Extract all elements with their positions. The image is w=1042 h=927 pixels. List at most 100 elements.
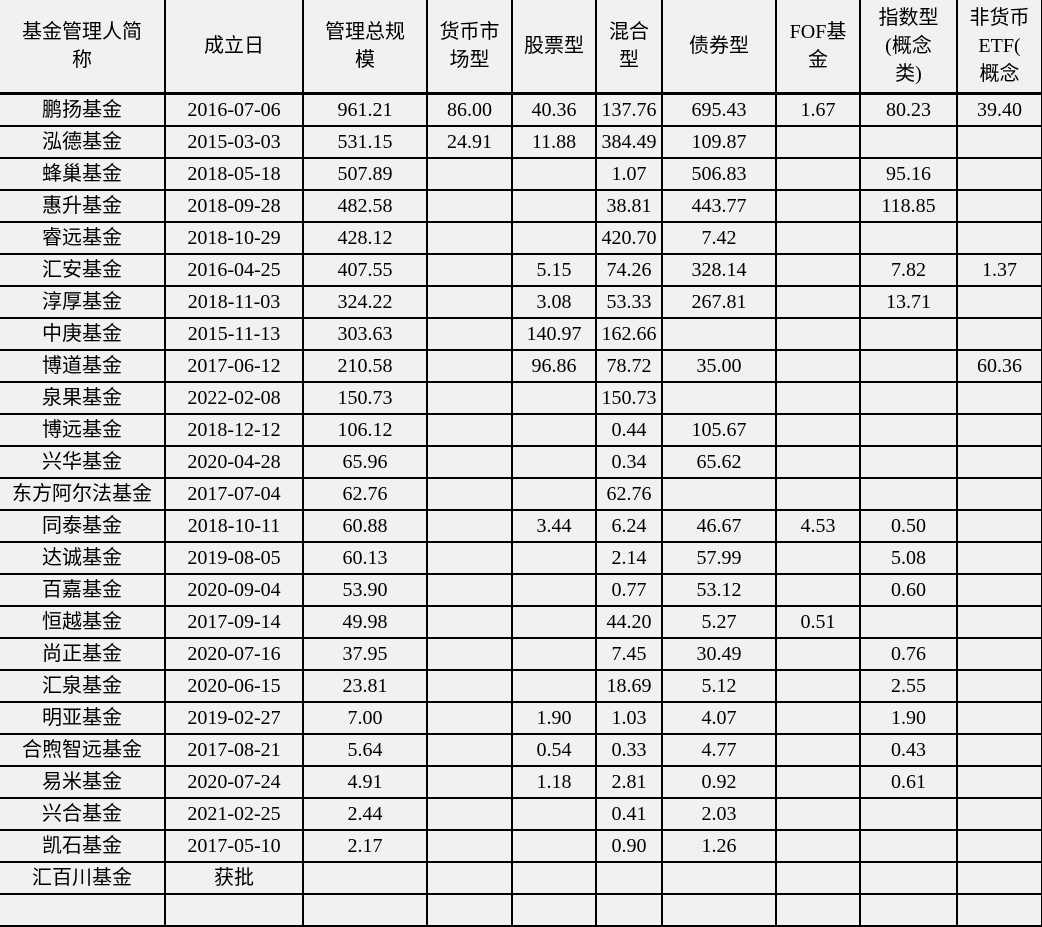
cell: 4.53 (775, 509, 861, 543)
cell: 3.08 (511, 285, 597, 319)
cell: 210.58 (302, 349, 428, 383)
cell (956, 605, 1042, 639)
table-row: 易米基金 2020-07-24 4.91 1.18 2.81 0.92 0.61 (0, 765, 1042, 799)
cell: 2020-07-16 (164, 637, 304, 671)
cell (426, 285, 513, 319)
cell: 23.81 (302, 669, 428, 703)
cell (775, 189, 861, 223)
cell: 86.00 (426, 92, 513, 127)
cell (511, 413, 597, 447)
cell: 5.12 (661, 669, 777, 703)
cell: 兴华基金 (0, 445, 166, 479)
cell: 2016-04-25 (164, 253, 304, 287)
cell: 49.98 (302, 605, 428, 639)
cell: 2019-02-27 (164, 701, 304, 735)
table-row: 尚正基金 2020-07-16 37.95 7.45 30.49 0.76 (0, 637, 1042, 671)
cell (426, 637, 513, 671)
cell: 凯石基金 (0, 829, 166, 863)
cell (956, 221, 1042, 255)
cell: 2.81 (595, 765, 663, 799)
cell: 5.15 (511, 253, 597, 287)
cell (595, 893, 663, 927)
cell: 1.67 (775, 92, 861, 127)
cell: 328.14 (661, 253, 777, 287)
cell (426, 829, 513, 863)
cell (426, 221, 513, 255)
table-row: 中庚基金 2015-11-13 303.63 140.97 162.66 (0, 317, 1042, 351)
cell: 2015-11-13 (164, 317, 304, 351)
cell (775, 893, 861, 927)
cell: 35.00 (661, 349, 777, 383)
cell (426, 733, 513, 767)
column-header: 成立日 (164, 0, 304, 95)
cell (859, 861, 958, 895)
cell: 507.89 (302, 157, 428, 191)
cell (511, 861, 597, 895)
cell (661, 477, 777, 511)
cell (956, 125, 1042, 159)
cell (775, 253, 861, 287)
table-row-partial (0, 893, 1042, 927)
cell (511, 381, 597, 415)
cell: 1.03 (595, 701, 663, 735)
cell (859, 893, 958, 927)
cell: 尚正基金 (0, 637, 166, 671)
cell (956, 669, 1042, 703)
cell (511, 829, 597, 863)
cell (511, 445, 597, 479)
cell: 睿远基金 (0, 221, 166, 255)
column-header: 管理总规 模 (302, 0, 428, 95)
cell: 60.13 (302, 541, 428, 575)
cell: 同泰基金 (0, 509, 166, 543)
cell: 18.69 (595, 669, 663, 703)
cell: 57.99 (661, 541, 777, 575)
cell: 达诚基金 (0, 541, 166, 575)
cell (775, 413, 861, 447)
cell (511, 541, 597, 575)
table-header: 基金管理人简 称成立日 管理总规 模货币市 场型 股票型 混合 型债券型 FOF基 金指… (0, 0, 1042, 95)
cell (661, 893, 777, 927)
cell (426, 317, 513, 351)
cell: 百嘉基金 (0, 573, 166, 607)
cell: 2017-06-12 (164, 349, 304, 383)
cell: 443.77 (661, 189, 777, 223)
table-row: 博道基金 2017-06-12 210.58 96.86 78.72 35.00 60.36 (0, 349, 1042, 383)
cell: 0.90 (595, 829, 663, 863)
cell (956, 157, 1042, 191)
cell: 淳厚基金 (0, 285, 166, 319)
cell: 74.26 (595, 253, 663, 287)
table-row: 合煦智远基金 2017-08-21 5.64 0.54 0.33 4.77 0.43 (0, 733, 1042, 767)
cell: 1.07 (595, 157, 663, 191)
cell: 140.97 (511, 317, 597, 351)
cell (595, 861, 663, 895)
table-row: 汇泉基金 2020-06-15 23.81 18.69 5.12 2.55 (0, 669, 1042, 703)
cell (859, 477, 958, 511)
cell (302, 861, 428, 895)
cell: 汇百川基金 (0, 861, 166, 895)
cell: 鹏扬基金 (0, 92, 166, 127)
cell (511, 605, 597, 639)
cell (956, 413, 1042, 447)
cell (426, 381, 513, 415)
cell (426, 797, 513, 831)
cell (775, 285, 861, 319)
cell (511, 477, 597, 511)
column-header: FOF基 金 (775, 0, 861, 95)
cell (426, 189, 513, 223)
cell: 2018-12-12 (164, 413, 304, 447)
cell (426, 477, 513, 511)
table-row: 达诚基金 2019-08-05 60.13 2.14 57.99 5.08 (0, 541, 1042, 575)
cell (426, 893, 513, 927)
cell (956, 733, 1042, 767)
cell (956, 509, 1042, 543)
cell (775, 797, 861, 831)
cell (775, 701, 861, 735)
cell (775, 637, 861, 671)
cell: 恒越基金 (0, 605, 166, 639)
cell (775, 477, 861, 511)
cell (775, 317, 861, 351)
cell: 162.66 (595, 317, 663, 351)
table-row: 博远基金 2018-12-12 106.12 0.44 105.67 (0, 413, 1042, 447)
cell: 62.76 (595, 477, 663, 511)
cell (426, 445, 513, 479)
